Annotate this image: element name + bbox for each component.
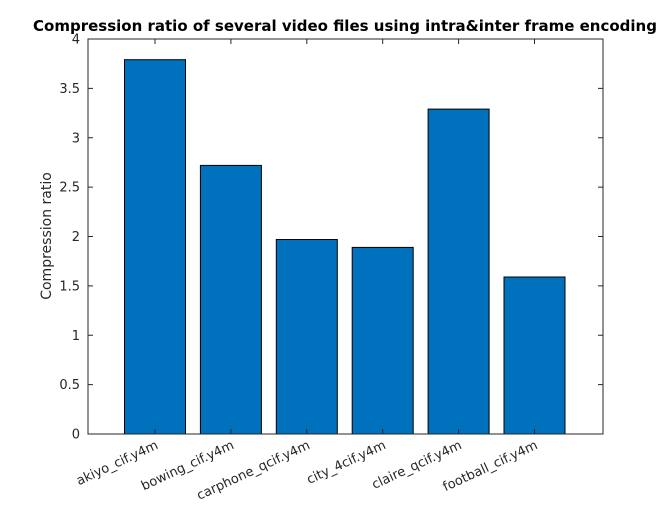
y-tick-label: 3.5 — [59, 82, 80, 97]
y-tick-label: 3 — [72, 131, 80, 146]
y-tick-label: 0.5 — [59, 378, 80, 393]
bar-2 — [199, 164, 262, 435]
axes-box — [87, 38, 604, 435]
bar-1 — [124, 59, 186, 435]
bar-5 — [427, 108, 490, 435]
y-tick-label: 1 — [72, 329, 80, 344]
bar-3 — [275, 239, 338, 435]
y-tick-label: 4 — [72, 33, 80, 48]
y-tick-label: 2.5 — [59, 181, 80, 196]
y-tick-label: 1.5 — [59, 279, 80, 294]
y-tick-label: 0 — [72, 428, 80, 443]
bar-6 — [503, 276, 566, 435]
bars-group — [124, 59, 566, 435]
y-axis-label: Compression ratio — [39, 172, 55, 300]
chart-title: Compression ratio of several video files… — [33, 17, 657, 35]
bar-4 — [351, 246, 414, 435]
y-tick-label: 2 — [72, 230, 80, 245]
